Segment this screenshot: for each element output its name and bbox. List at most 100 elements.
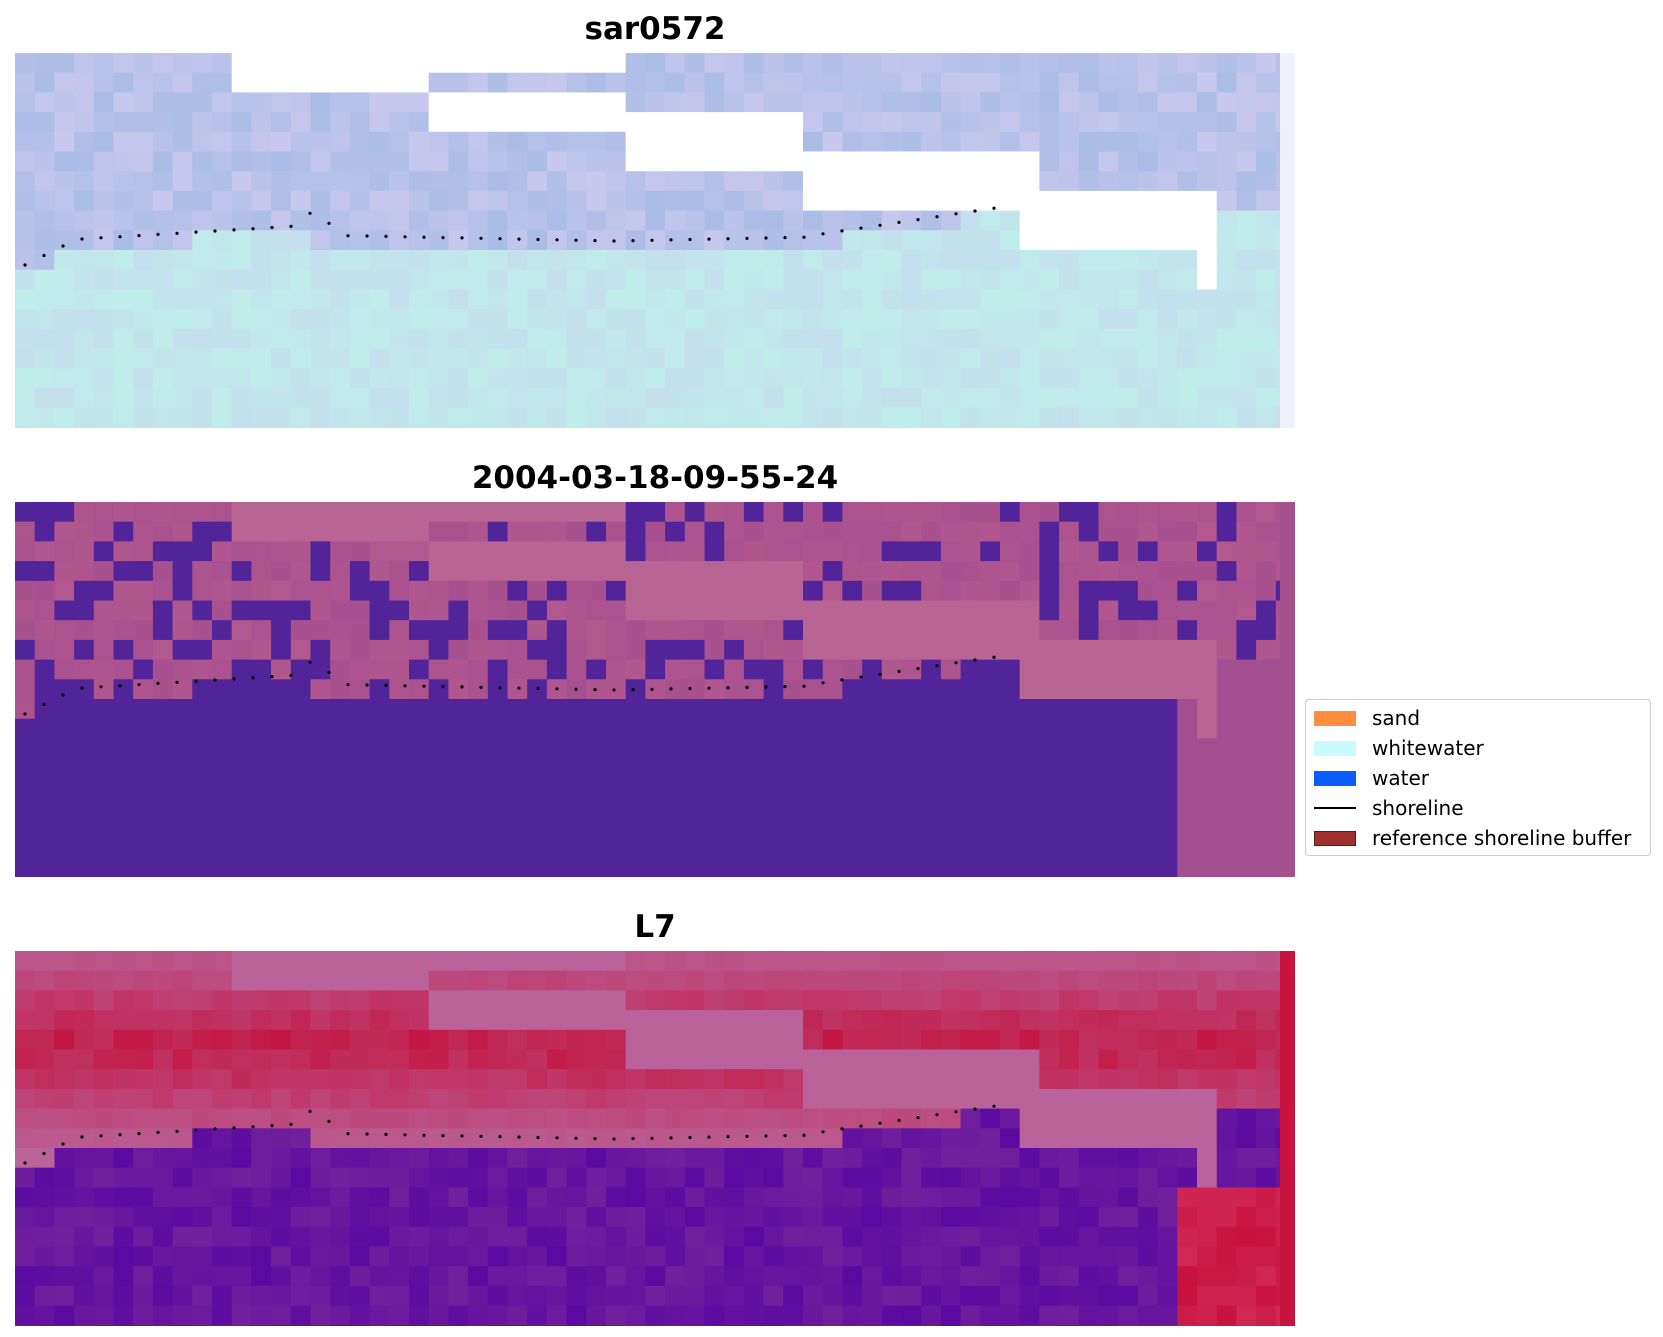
image-pixel <box>743 951 765 972</box>
image-pixel <box>684 777 706 799</box>
image-pixel <box>271 1285 292 1307</box>
image-pixel <box>231 990 252 1011</box>
image-pixel <box>93 580 115 602</box>
image-pixel <box>409 387 430 409</box>
image-pixel <box>172 1246 193 1267</box>
image-pixel <box>271 368 292 389</box>
image-pixel <box>152 1069 174 1090</box>
image-pixel <box>1256 1069 1277 1090</box>
image-pixel <box>842 387 863 409</box>
image-pixel <box>133 738 154 759</box>
image-pixel <box>1177 1187 1198 1208</box>
image-pixel <box>1157 269 1178 290</box>
image-pixel <box>1157 600 1178 621</box>
image-pixel <box>369 1187 390 1208</box>
shoreline-point <box>61 1142 65 1146</box>
image-pixel <box>172 1010 193 1031</box>
image-pixel <box>1039 758 1060 779</box>
shoreline-point <box>973 1107 977 1111</box>
image-pixel <box>1177 718 1198 739</box>
image-pixel <box>349 738 371 759</box>
image-pixel <box>1000 797 1021 818</box>
image-pixel <box>93 1246 115 1267</box>
image-pixel <box>803 951 824 972</box>
shoreline-point <box>840 678 844 682</box>
image-pixel <box>15 1226 36 1248</box>
image-pixel <box>448 112 469 133</box>
image-pixel <box>921 777 942 799</box>
image-pixel <box>507 1167 528 1188</box>
image-pixel <box>1039 1226 1060 1248</box>
image-pixel <box>1256 620 1277 641</box>
image-pixel <box>487 230 509 251</box>
image-pixel <box>152 289 174 310</box>
image-pixel <box>803 817 824 838</box>
image-pixel <box>468 72 489 93</box>
image-pixel <box>980 1246 1001 1267</box>
image-pixel <box>645 289 666 310</box>
image-pixel <box>133 1187 154 1208</box>
image-pixel <box>940 289 962 310</box>
image-pixel <box>192 738 213 759</box>
image-pixel <box>527 171 548 192</box>
image-pixel <box>1177 502 1198 523</box>
image-pixel <box>231 600 252 621</box>
image-pixel <box>1000 53 1021 74</box>
image-pixel <box>15 407 36 428</box>
image-pixel <box>921 659 942 680</box>
image-pixel <box>1039 561 1060 582</box>
image-pixel <box>724 856 745 877</box>
image-pixel <box>1019 407 1040 428</box>
image-pixel <box>1216 131 1237 153</box>
image-pixel <box>369 541 390 562</box>
image-pixel <box>586 659 607 680</box>
image-pixel <box>74 561 95 582</box>
image-pixel <box>665 970 686 991</box>
image-pixel <box>271 561 292 582</box>
image-pixel <box>212 289 233 310</box>
image-pixel <box>546 348 568 369</box>
image-pixel <box>862 541 883 562</box>
image-pixel <box>349 990 371 1011</box>
image-pixel <box>783 521 804 542</box>
image-pixel <box>586 1305 607 1326</box>
image-pixel <box>409 699 430 720</box>
image-pixel <box>1216 797 1237 818</box>
image-pixel <box>507 797 528 818</box>
image-pixel <box>783 758 804 779</box>
image-pixel <box>586 1088 607 1110</box>
image-pixel <box>1039 407 1060 428</box>
image-pixel <box>763 758 784 779</box>
image-pixel <box>251 1187 272 1208</box>
image-pixel <box>113 92 134 113</box>
image-pixel <box>1118 269 1139 290</box>
image-pixel <box>980 659 1001 680</box>
image-pixel <box>428 1187 449 1208</box>
image-pixel <box>172 151 193 172</box>
image-pixel <box>1137 1069 1159 1090</box>
image-pixel <box>724 502 745 523</box>
image-pixel <box>783 387 804 409</box>
image-pixel <box>763 210 784 231</box>
image-pixel <box>1177 1088 1198 1110</box>
image-pixel <box>822 407 843 428</box>
image-pixel <box>1216 1108 1237 1129</box>
image-pixel <box>842 718 863 739</box>
image-pixel <box>133 856 154 877</box>
image-pixel <box>389 502 410 523</box>
image-pixel <box>349 1010 371 1031</box>
image-pixel <box>1059 521 1080 542</box>
image-pixel <box>330 659 351 680</box>
image-pixel <box>409 1285 430 1307</box>
image-pixel <box>586 368 607 389</box>
image-pixel <box>822 1285 843 1307</box>
image-pixel <box>822 348 843 369</box>
image-pixel <box>704 1246 725 1267</box>
image-pixel <box>586 777 607 799</box>
image-pixel <box>369 1207 390 1228</box>
image-pixel <box>507 561 528 582</box>
image-pixel <box>606 1108 627 1129</box>
image-pixel <box>468 1285 489 1307</box>
image-pixel <box>1197 289 1218 310</box>
image-pixel <box>369 620 390 641</box>
